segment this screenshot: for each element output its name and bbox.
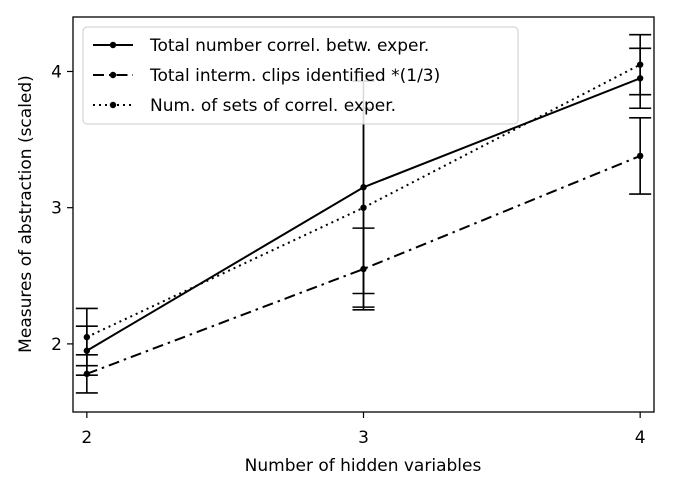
y-tick-label: 3 (51, 199, 62, 219)
x-axis-label: Number of hidden variables (245, 456, 482, 476)
data-point (636, 152, 644, 160)
x-tick-label: 3 (358, 428, 369, 448)
x-tick-label: 2 (81, 428, 92, 448)
legend-label: Total interm. clips identified *(1/3) (149, 66, 440, 86)
series-line-2 (86, 155, 641, 375)
x-axis: 2 3 4 (81, 412, 646, 448)
legend-marker (109, 101, 117, 109)
data-point (83, 370, 91, 378)
legend-label: Num. of sets of correl. exper. (150, 96, 396, 116)
legend-label: Total number correl. betw. exper. (149, 36, 429, 56)
y-axis-label: Measures of abstraction (scaled) (16, 75, 36, 353)
data-points-layer (83, 61, 644, 378)
y-tick-label: 4 (51, 62, 62, 82)
data-point (360, 204, 367, 211)
data-point (636, 75, 644, 82)
x-tick-label: 4 (635, 428, 646, 448)
data-point (83, 347, 91, 354)
legend: Total number correl. betw. exper. Total i… (82, 26, 519, 125)
data-point (360, 265, 367, 273)
y-tick-label: 2 (51, 335, 62, 355)
y-axis: 2 3 4 (51, 62, 73, 355)
data-point (83, 333, 91, 341)
legend-marker (109, 41, 117, 49)
data-point (360, 184, 367, 191)
legend-marker (109, 71, 117, 79)
legend-box (82, 26, 519, 125)
data-point (636, 61, 644, 68)
